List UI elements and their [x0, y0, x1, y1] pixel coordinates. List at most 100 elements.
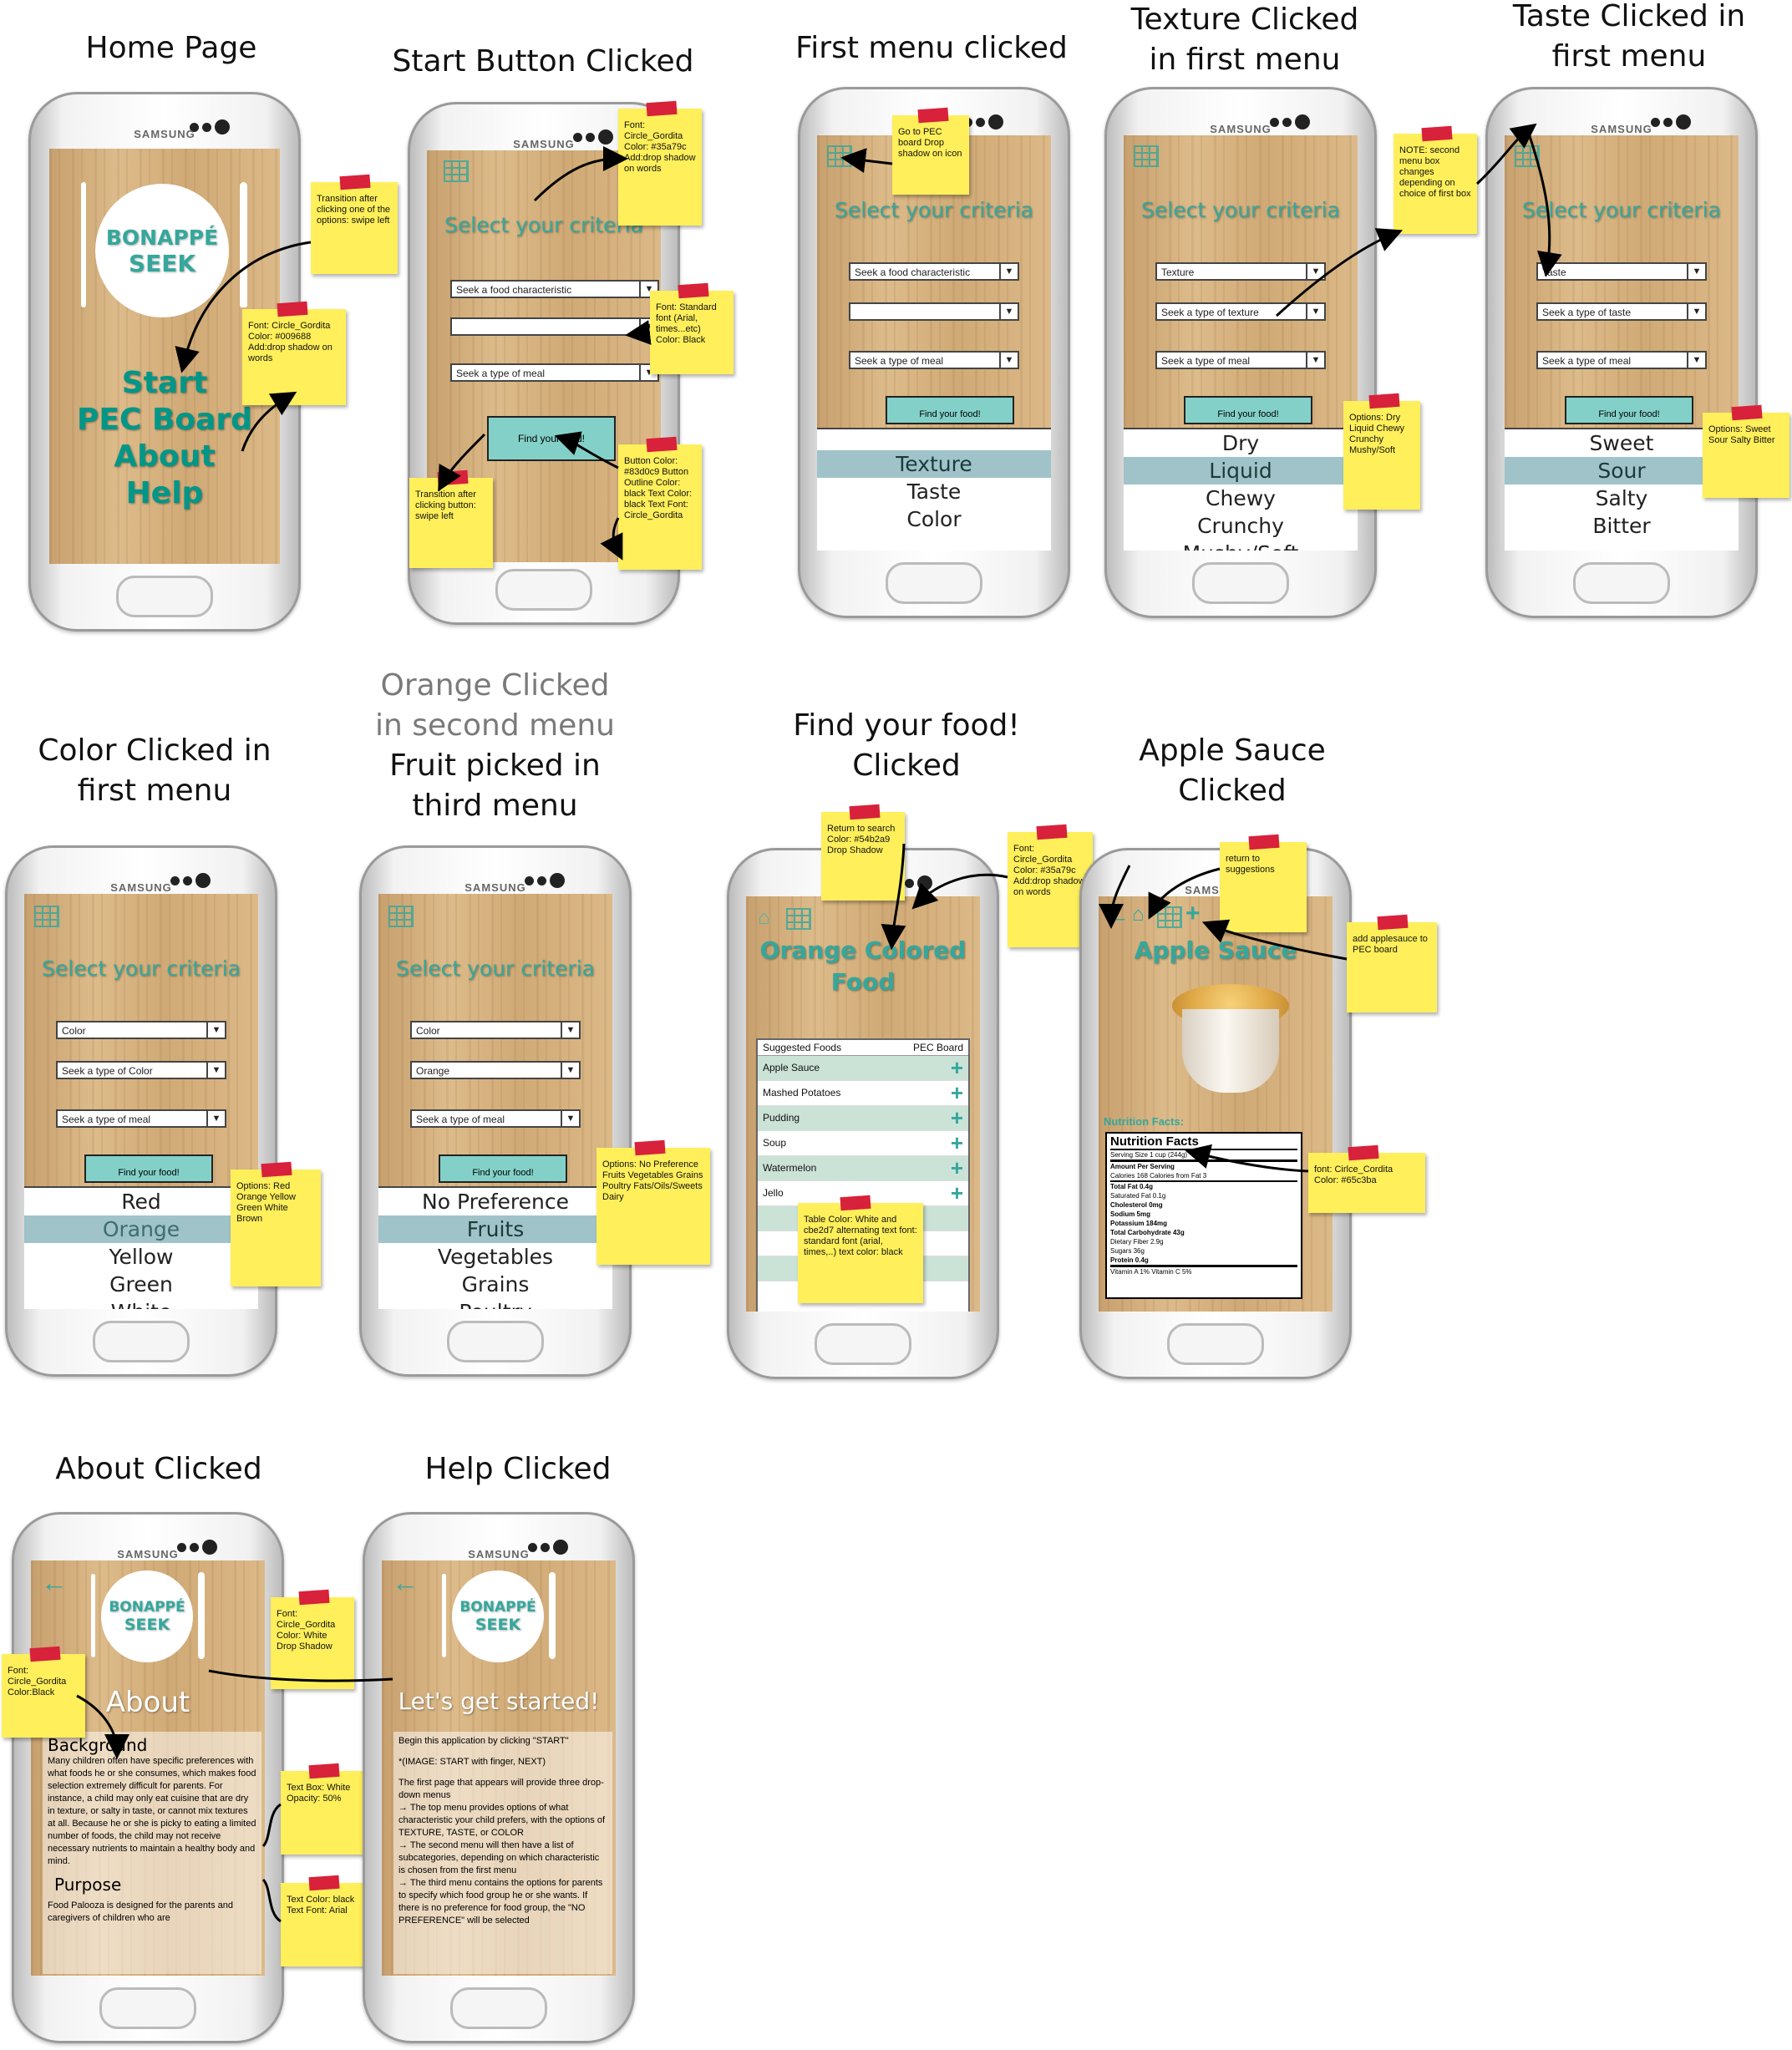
home-pec-board-button[interactable]: PEC Board	[77, 403, 252, 437]
dropdown-meal[interactable]: Seek a type of meal ▼	[410, 1109, 581, 1128]
find-food-button[interactable]: Find your food!	[487, 416, 616, 461]
find-food-button[interactable]: Find your food!	[886, 396, 1014, 424]
option-vegetables[interactable]: Vegetables	[437, 1245, 554, 1269]
dropdown-sub[interactable]: ▼	[849, 302, 1019, 321]
option-color[interactable]: Color	[906, 507, 962, 531]
option-crunchy[interactable]: Crunchy	[1197, 514, 1284, 538]
note-taste-options: Options: Sweet Sour Salty Bitter	[1703, 413, 1789, 498]
find-food-button[interactable]: Find your food!	[1184, 396, 1312, 424]
help-line: → The second menu will then have a list …	[399, 1840, 600, 1875]
dropdown-meal[interactable]: Seek a type of meal ▼	[450, 363, 659, 382]
home-icon[interactable]: ⌂	[758, 906, 770, 929]
find-food-button[interactable]: Find your food!	[1565, 396, 1693, 424]
title-help: Help Clicked	[424, 1452, 612, 1486]
chevron-down-icon: ▼	[999, 264, 1018, 279]
dropdown-sub[interactable]: Orange ▼	[410, 1061, 581, 1079]
add-icon[interactable]: +	[950, 1180, 963, 1205]
title-apple-line1: Apple Sauce	[1139, 733, 1326, 768]
option-texture[interactable]: Texture	[817, 450, 1051, 478]
option-bitter[interactable]: Bitter	[1592, 514, 1651, 538]
phone-brand: SAMSUNG	[1185, 884, 1246, 896]
table-row[interactable]: Watermelon +	[758, 1156, 968, 1181]
dropdown-list[interactable]: Red Orange Yellow Green White	[24, 1186, 258, 1309]
find-food-button[interactable]: Find your food!	[84, 1154, 213, 1183]
dropdown-characteristic[interactable]: Taste ▼	[1536, 262, 1707, 281]
nutrition-line: Sugars 36g	[1110, 1247, 1145, 1255]
add-icon[interactable]: +	[950, 1155, 963, 1180]
dropdown-characteristic[interactable]: Seek a food characteristic ▼	[849, 262, 1019, 281]
dropdown-sub[interactable]: Seek a type of taste ▼	[1536, 302, 1707, 321]
dropdown-sub[interactable]: ▼	[450, 317, 659, 336]
option-chewy[interactable]: Chewy	[1206, 486, 1276, 510]
dropdown-characteristic[interactable]: Seek a food characteristic ▼	[450, 280, 659, 298]
note-start-button: Button Color: #83d0c9 Button Outline Col…	[618, 444, 702, 570]
dropdown-list[interactable]: Texture Taste Color	[817, 428, 1051, 551]
table-row[interactable]: Apple Sauce +	[758, 1056, 968, 1081]
food-name: Soup	[763, 1137, 787, 1149]
dropdown-list[interactable]: Sweet Sour Salty Bitter	[1505, 428, 1739, 551]
add-icon[interactable]: +	[1185, 900, 1201, 927]
option-no-preference[interactable]: No Preference	[422, 1190, 569, 1214]
option-green[interactable]: Green	[109, 1272, 173, 1296]
option-yellow[interactable]: Yellow	[109, 1245, 174, 1269]
food-title-line1: Orange Colored	[759, 936, 967, 964]
dropdown-sub[interactable]: Seek a type of Color ▼	[56, 1061, 226, 1079]
table-row[interactable]: Pudding +	[758, 1106, 968, 1131]
dropdown-value: Color	[416, 1025, 440, 1037]
home-help-button[interactable]: Help	[125, 476, 204, 510]
option-red[interactable]: Red	[121, 1190, 161, 1214]
title-taste-line1: Taste Clicked in	[1512, 0, 1746, 33]
option-white[interactable]: White	[24, 1298, 258, 1309]
home-icon[interactable]: ⌂	[1132, 903, 1145, 926]
dropdown-meal[interactable]: Seek a type of meal ▼	[56, 1109, 226, 1128]
back-arrow-icon[interactable]: ←	[41, 1567, 68, 1597]
pec-board-icon[interactable]	[827, 145, 852, 167]
option-sour[interactable]: Sour	[1505, 457, 1739, 485]
pec-board-icon[interactable]	[388, 906, 414, 927]
dropdown-characteristic[interactable]: Color ▼	[56, 1021, 226, 1039]
back-arrow-icon[interactable]: ←	[392, 1567, 419, 1597]
pec-board-icon[interactable]	[1515, 145, 1540, 167]
option-sweet[interactable]: Sweet	[1589, 431, 1654, 455]
nutrition-line: Calories 168 Calories from Fat 3	[1110, 1172, 1207, 1180]
add-icon[interactable]: +	[950, 1130, 963, 1155]
option-grains[interactable]: Grains	[461, 1272, 530, 1296]
option-dry[interactable]: Dry	[1221, 431, 1260, 455]
option-poultry[interactable]: Poultry	[378, 1298, 612, 1309]
table-row[interactable]: Mashed Potatoes +	[758, 1081, 968, 1106]
food-title-line2: Food	[830, 968, 896, 996]
pec-board-icon[interactable]	[1134, 145, 1159, 167]
chevron-down-icon: ▼	[561, 1063, 579, 1078]
dropdown-meal[interactable]: Seek a type of meal ▼	[849, 351, 1019, 369]
pec-board-icon[interactable]	[34, 906, 59, 927]
back-arrow-icon[interactable]: ←	[1104, 900, 1130, 930]
pec-board-icon[interactable]	[444, 160, 469, 182]
phone-home-button	[495, 569, 592, 611]
option-taste[interactable]: Taste	[906, 480, 962, 504]
dropdown-list[interactable]: No Preference Fruits Vegetables Grains P…	[378, 1186, 612, 1309]
chevron-down-icon: ▼	[206, 1022, 225, 1038]
pec-board-icon[interactable]	[1157, 906, 1182, 928]
dropdown-characteristic[interactable]: Texture ▼	[1155, 262, 1326, 281]
home-about-button[interactable]: About	[114, 439, 216, 474]
chevron-down-icon: ▼	[561, 1022, 579, 1038]
dropdown-sub[interactable]: Seek a type of texture ▼	[1155, 302, 1326, 321]
dropdown-list[interactable]: Dry Liquid Chewy Crunchy Mushy/Soft	[1124, 428, 1358, 551]
dropdown-meal[interactable]: Seek a type of meal ▼	[1155, 351, 1326, 369]
option-liquid[interactable]: Liquid	[1124, 457, 1358, 485]
dropdown-meal[interactable]: Seek a type of meal ▼	[1536, 351, 1707, 369]
option-salty[interactable]: Salty	[1595, 486, 1648, 510]
pec-board-icon[interactable]	[786, 908, 811, 930]
option-orange[interactable]: Orange	[24, 1215, 258, 1243]
add-icon[interactable]: +	[950, 1105, 963, 1130]
dropdown-characteristic[interactable]: Color ▼	[410, 1021, 581, 1039]
option-fruits[interactable]: Fruits	[378, 1215, 612, 1243]
add-icon[interactable]: +	[950, 1055, 963, 1080]
option-mushy[interactable]: Mushy/Soft	[1124, 540, 1358, 551]
note-about-font: Font: Circle_Gordita Color:Black	[2, 1654, 85, 1738]
table-row[interactable]: Soup +	[758, 1131, 968, 1156]
add-icon[interactable]: +	[950, 1080, 963, 1105]
title-taste: Taste Clicked in first menu	[1479, 0, 1779, 77]
chevron-down-icon: ▼	[999, 304, 1018, 319]
find-food-button[interactable]: Find your food!	[439, 1154, 567, 1183]
